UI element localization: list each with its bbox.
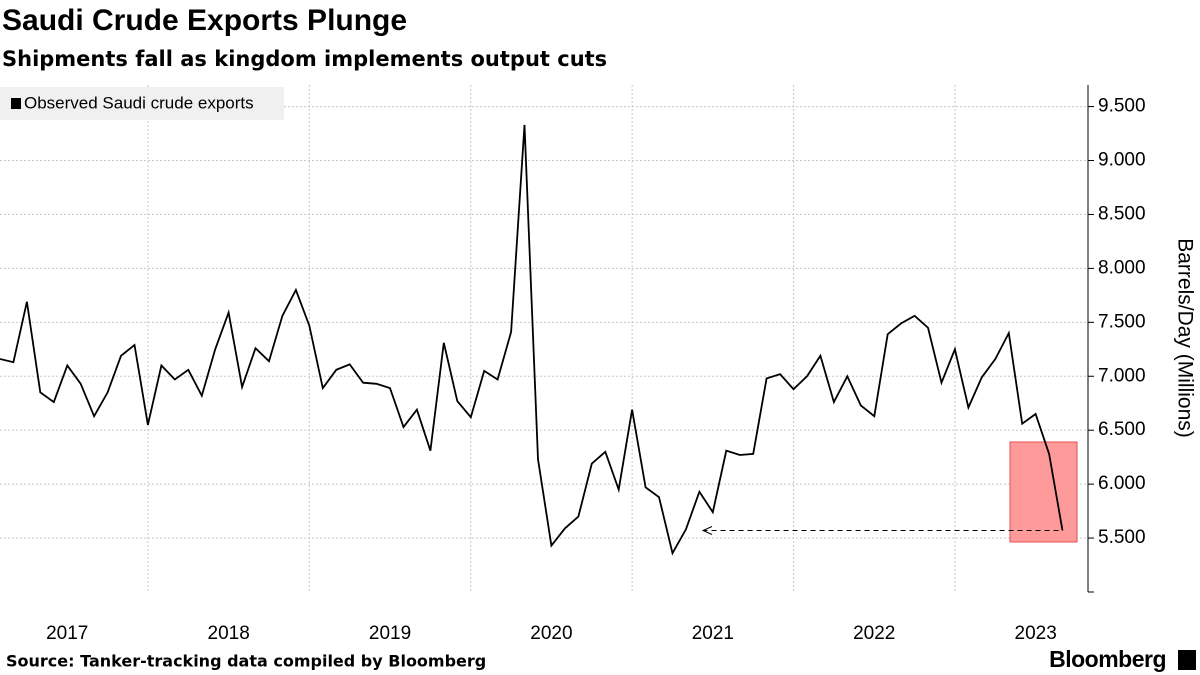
series-line bbox=[0, 124, 1064, 556]
brand-icon bbox=[1178, 650, 1196, 670]
legend-box bbox=[0, 87, 284, 120]
legend-label: Observed Saudi crude exports bbox=[24, 93, 254, 112]
annotation-arrowhead bbox=[701, 526, 713, 535]
x-tick-label: 2019 bbox=[369, 623, 411, 644]
brand: Bloomberg bbox=[1049, 646, 1166, 672]
y-tick-label: 6.000 bbox=[1098, 473, 1146, 494]
highlight-box bbox=[1009, 441, 1078, 543]
x-tick-label: 2020 bbox=[530, 623, 572, 644]
chart-subtitle: Shipments fall as kingdom implements out… bbox=[2, 47, 607, 71]
x-tick-label: 2018 bbox=[208, 623, 250, 644]
x-tick-label: 2022 bbox=[853, 623, 895, 644]
y-tick-label: 5.500 bbox=[1098, 527, 1146, 548]
y-tick-label: 7.000 bbox=[1098, 365, 1146, 386]
y-tick-label: 7.500 bbox=[1098, 311, 1146, 332]
y-tick-label: 9.000 bbox=[1098, 150, 1146, 171]
y-tick-label: 8.500 bbox=[1098, 203, 1146, 224]
x-tick-label: 2023 bbox=[1015, 623, 1057, 644]
y-tick-label: 9.500 bbox=[1098, 96, 1146, 117]
x-tick-label: 2017 bbox=[46, 623, 88, 644]
y-tick-label: 6.500 bbox=[1098, 419, 1146, 440]
legend-swatch bbox=[11, 98, 21, 109]
x-tick-label: 2021 bbox=[692, 623, 734, 644]
y-tick-label: 8.000 bbox=[1098, 257, 1146, 278]
source: Source: Tanker-tracking data compiled by… bbox=[6, 652, 486, 671]
chart-title: Saudi Crude Exports Plunge bbox=[2, 4, 407, 37]
y-axis-label: Barrels/Day (Millions) bbox=[1173, 238, 1196, 438]
